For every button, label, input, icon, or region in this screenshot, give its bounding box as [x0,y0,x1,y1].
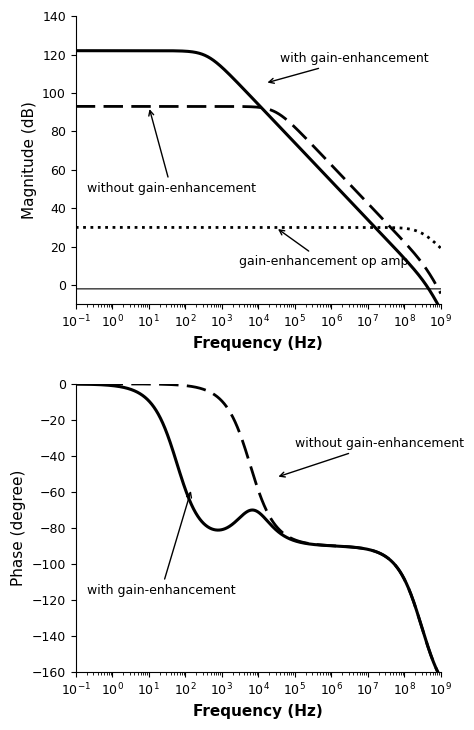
Y-axis label: Phase (degree): Phase (degree) [11,470,26,586]
Text: without gain-enhancement: without gain-enhancement [87,110,256,196]
Text: gain-enhancement op amp: gain-enhancement op amp [239,230,409,269]
Text: with gain-enhancement: with gain-enhancement [87,493,236,597]
X-axis label: Frequency (Hz): Frequency (Hz) [193,336,323,351]
Y-axis label: Magnitude (dB): Magnitude (dB) [22,101,36,219]
X-axis label: Frequency (Hz): Frequency (Hz) [193,704,323,719]
Text: with gain-enhancement: with gain-enhancement [269,52,429,83]
Text: without gain-enhancement: without gain-enhancement [280,437,464,477]
